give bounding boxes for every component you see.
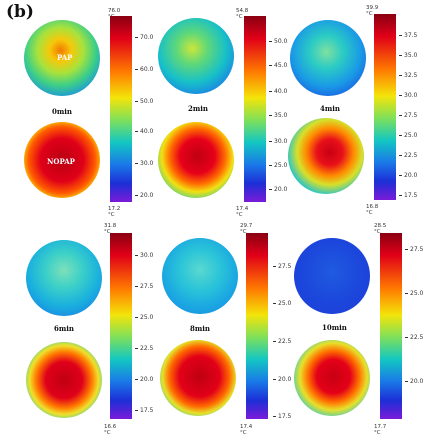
- color-bar: [246, 233, 268, 419]
- time-label: 4min: [320, 104, 341, 113]
- tick: 60.0: [134, 66, 154, 73]
- tick: 25.0: [268, 162, 288, 169]
- scale-min: 17.2 °C: [108, 206, 121, 218]
- scale-min: 17.7 °C: [374, 424, 387, 436]
- thermal-map-pap: [162, 238, 238, 314]
- color-bar: [244, 16, 266, 202]
- thermal-map-nopap: [26, 342, 102, 418]
- pap-label: PAP: [57, 53, 73, 62]
- color-bar: [380, 233, 402, 419]
- thermal-map-nopap: [160, 340, 236, 416]
- time-label: 8min: [190, 324, 211, 333]
- panel-label: (b): [6, 2, 34, 22]
- tick: 20.0: [268, 186, 288, 193]
- tick: 27.5: [398, 112, 418, 119]
- tick: 25.0: [398, 132, 418, 139]
- tick: 22.5: [404, 334, 424, 341]
- tick: 20.0: [134, 192, 154, 199]
- tick: 17.5: [398, 192, 418, 199]
- thermal-map-pap: [26, 240, 102, 316]
- tick: 30.0: [268, 138, 288, 145]
- tick: 70.0: [134, 34, 154, 41]
- scale-max: 54.8 °C: [236, 8, 249, 20]
- tick: 30.0: [134, 160, 154, 167]
- tick: 17.5: [272, 413, 292, 420]
- scale-max: 28.5 °C: [374, 223, 387, 235]
- tick: 25.0: [134, 314, 154, 321]
- tick: 30.0: [398, 92, 418, 99]
- scale-max: 29.7 °C: [240, 223, 253, 235]
- tick: 20.0: [134, 376, 154, 383]
- tick: 25.0: [272, 300, 292, 307]
- scale-max: 39.9 °C: [366, 5, 379, 17]
- scale-min: 16.6 °C: [104, 424, 117, 436]
- time-label: 10min: [322, 323, 347, 332]
- tick: 32.5: [398, 72, 418, 79]
- tick: 22.5: [398, 152, 418, 159]
- thermal-map-pap: [290, 20, 366, 96]
- tick: 40.0: [268, 88, 288, 95]
- color-bar: [110, 233, 132, 419]
- thermal-map-nopap: [294, 340, 370, 416]
- time-label: 6min: [54, 324, 75, 333]
- tick: 35.0: [398, 52, 418, 59]
- thermal-map-pap: [24, 20, 100, 96]
- tick: 22.5: [272, 338, 292, 345]
- tick: 17.5: [134, 407, 154, 414]
- color-bar: [110, 16, 132, 202]
- thermal-map-nopap: [288, 118, 364, 194]
- scale-min: 17.4 °C: [236, 206, 249, 218]
- thermal-map-nopap: [24, 122, 100, 198]
- scale-max: 31.8 °C: [104, 223, 117, 235]
- tick: 27.5: [272, 263, 292, 270]
- tick: 40.0: [134, 128, 154, 135]
- scale-min: 17.4 °C: [240, 424, 253, 436]
- tick: 20.0: [398, 172, 418, 179]
- tick: 27.5: [134, 283, 154, 290]
- color-bar: [374, 14, 396, 200]
- tick: 35.0: [268, 112, 288, 119]
- thermal-map-pap: [158, 18, 234, 94]
- tick: 20.0: [272, 376, 292, 383]
- time-label: 2min: [188, 104, 209, 113]
- tick: 22.5: [134, 345, 154, 352]
- tick: 25.0: [404, 290, 424, 297]
- tick: 20.0: [404, 378, 424, 385]
- tick: 45.0: [268, 62, 288, 69]
- tick: 37.5: [398, 32, 418, 39]
- time-label: 0min: [52, 107, 73, 116]
- scale-min: 16.8 °C: [366, 204, 379, 216]
- tick: 27.5: [404, 246, 424, 253]
- nopap-label: NOPAP: [47, 157, 75, 166]
- tick: 30.0: [134, 252, 154, 259]
- tick: 50.0: [268, 38, 288, 45]
- thermal-map-nopap: [158, 122, 234, 198]
- tick: 50.0: [134, 98, 154, 105]
- thermal-map-pap: [294, 238, 370, 314]
